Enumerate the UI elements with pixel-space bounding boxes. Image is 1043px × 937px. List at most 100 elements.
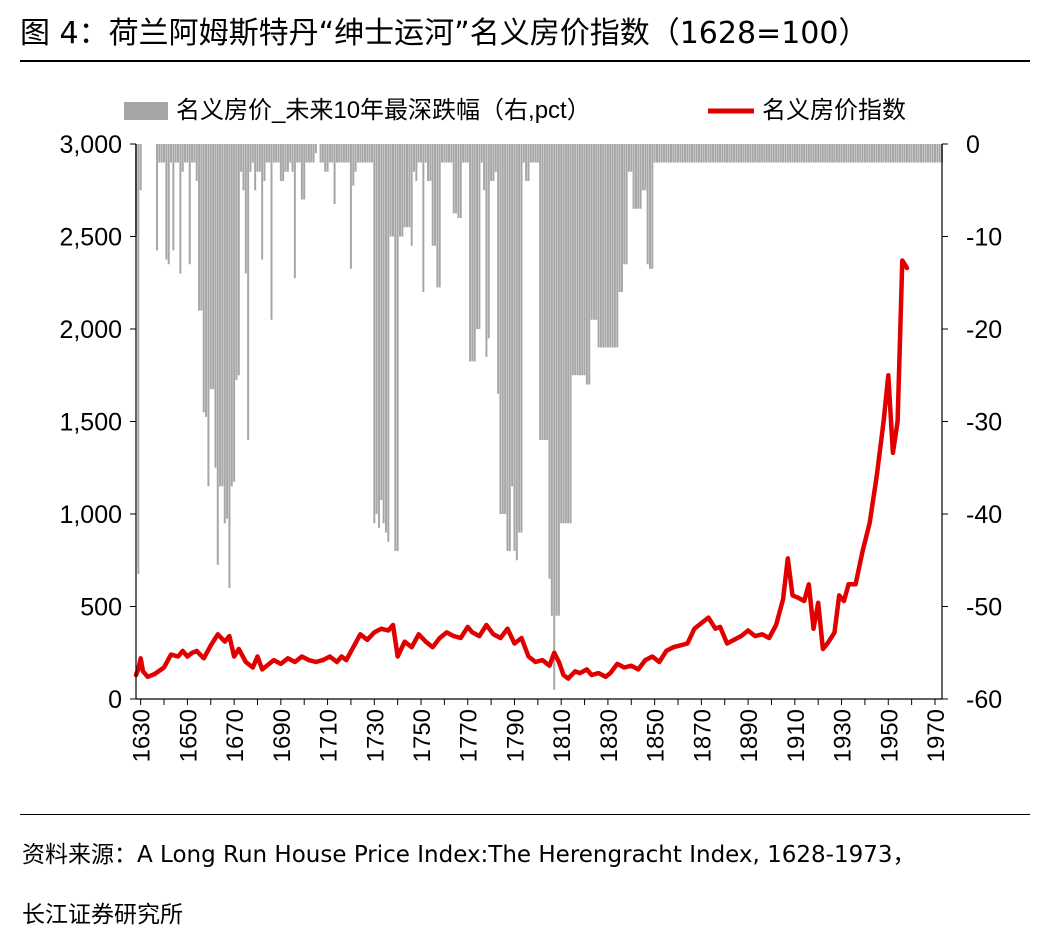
bar-1824 xyxy=(592,144,595,320)
bar-1753 xyxy=(427,144,430,181)
bar-1892 xyxy=(751,144,754,163)
bar-1970 xyxy=(934,144,936,163)
bar-1926 xyxy=(831,144,834,163)
bar-1760 xyxy=(443,144,446,163)
bar-1827 xyxy=(599,144,602,348)
bar-1833 xyxy=(613,144,616,348)
bar-1673 xyxy=(240,144,243,172)
bar-1687 xyxy=(272,144,275,163)
bar-1896 xyxy=(761,144,764,163)
bar-1758 xyxy=(438,144,441,288)
bar-1807 xyxy=(553,144,556,690)
bar-1689 xyxy=(277,144,280,163)
bar-1652 xyxy=(191,144,194,163)
bar-1750 xyxy=(420,144,423,163)
bar-1836 xyxy=(620,144,623,292)
bar-1877 xyxy=(716,144,719,163)
bar-1971 xyxy=(936,144,939,163)
bar-1863 xyxy=(684,144,686,163)
bar-1735 xyxy=(384,144,387,533)
bar-1907 xyxy=(786,144,789,163)
bar-1669 xyxy=(230,144,233,487)
bar-1792 xyxy=(518,144,521,533)
bar-1939 xyxy=(861,144,864,163)
bar-1733 xyxy=(380,144,383,501)
bar-1913 xyxy=(800,144,803,163)
bar-1711 xyxy=(328,144,331,163)
bar-1923 xyxy=(824,144,827,163)
bar-1666 xyxy=(223,144,226,524)
bar-1696 xyxy=(293,144,296,279)
bar-1951 xyxy=(889,144,892,163)
bar-1776 xyxy=(480,144,483,163)
source-note-institution: 长江证券研究所 xyxy=(22,902,183,928)
bar-1960 xyxy=(910,144,913,163)
bar-1803 xyxy=(543,144,546,440)
bar-1801 xyxy=(539,144,542,440)
bar-1949 xyxy=(884,144,887,163)
bar-1825 xyxy=(595,144,598,320)
bar-1810 xyxy=(560,144,563,524)
y-left-tick-label: 1,000 xyxy=(59,501,122,529)
bar-1850 xyxy=(653,144,656,163)
bar-1714 xyxy=(335,144,338,163)
bar-1649 xyxy=(184,144,187,163)
bar-1741 xyxy=(399,144,401,237)
bar-1695 xyxy=(291,144,294,172)
bar-1768 xyxy=(462,144,465,163)
bar-1839 xyxy=(627,144,630,172)
bar-1866 xyxy=(691,144,694,163)
bar-1813 xyxy=(567,144,570,524)
bar-1903 xyxy=(777,144,780,163)
bar-1884 xyxy=(733,144,736,163)
bar-1641 xyxy=(165,144,168,260)
bar-1721 xyxy=(352,144,355,186)
bar-1837 xyxy=(623,144,626,265)
x-tick-label: 1910 xyxy=(783,709,810,762)
bar-1708 xyxy=(321,144,324,163)
bar-1656 xyxy=(200,144,203,311)
bar-1856 xyxy=(667,144,670,163)
bar-1859 xyxy=(674,144,677,163)
chart-legend: 名义房价_未来10年最深跌幅（右,pct） 名义房价指数 xyxy=(124,97,906,124)
x-tick-label: 1930 xyxy=(830,709,857,762)
bar-1742 xyxy=(401,144,404,237)
bar-1630 xyxy=(139,144,142,191)
bar-1846 xyxy=(644,144,647,191)
bar-1717 xyxy=(342,144,345,163)
bar-1661 xyxy=(212,144,215,390)
bar-1908 xyxy=(789,144,792,163)
bar-1897 xyxy=(763,144,766,163)
bar-1785 xyxy=(501,144,504,514)
bar-1835 xyxy=(618,144,621,292)
bar-1847 xyxy=(646,144,649,265)
bar-1958 xyxy=(905,144,908,163)
bar-1823 xyxy=(590,144,593,320)
bar-1849 xyxy=(651,144,654,269)
bar-1798 xyxy=(532,144,535,163)
bar-1898 xyxy=(765,144,768,163)
bar-1832 xyxy=(611,144,614,348)
bar-1774 xyxy=(476,144,479,329)
bar-1819 xyxy=(581,144,584,376)
bar-1927 xyxy=(833,144,836,163)
bar-1779 xyxy=(487,144,490,339)
bar-1685 xyxy=(268,144,271,163)
bar-1647 xyxy=(179,144,182,274)
bar-1720 xyxy=(349,144,352,269)
bar-1702 xyxy=(307,144,310,163)
bar-1772 xyxy=(471,144,474,362)
bar-1665 xyxy=(221,144,224,487)
bar-1870 xyxy=(700,144,703,163)
x-tick-label: 1790 xyxy=(503,709,530,762)
bar-1639 xyxy=(160,144,163,163)
bar-1868 xyxy=(695,144,698,163)
bar-1944 xyxy=(873,144,876,163)
bar-1917 xyxy=(810,144,813,163)
bar-1762 xyxy=(448,144,451,163)
bar-1902 xyxy=(775,144,778,163)
bar-1906 xyxy=(784,144,787,163)
bar-1817 xyxy=(576,144,579,376)
bar-1814 xyxy=(569,144,572,524)
line-series xyxy=(133,258,910,681)
